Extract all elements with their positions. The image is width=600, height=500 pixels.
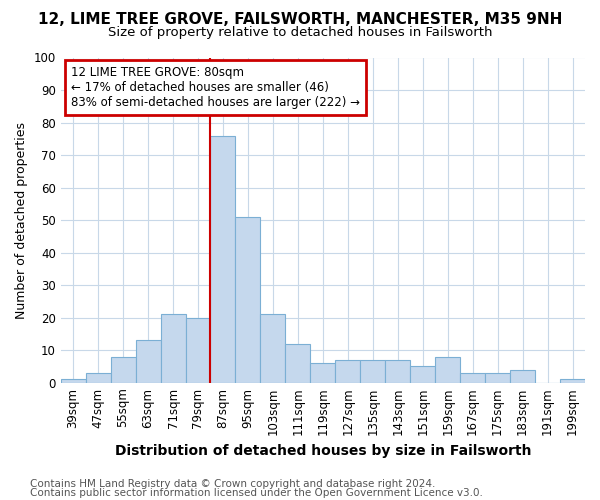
Text: 12 LIME TREE GROVE: 80sqm
← 17% of detached houses are smaller (46)
83% of semi-: 12 LIME TREE GROVE: 80sqm ← 17% of detac… <box>71 66 360 108</box>
Bar <box>485 373 510 382</box>
Bar <box>260 314 286 382</box>
Bar <box>385 360 410 382</box>
Text: 12, LIME TREE GROVE, FAILSWORTH, MANCHESTER, M35 9NH: 12, LIME TREE GROVE, FAILSWORTH, MANCHES… <box>38 12 562 28</box>
Bar <box>136 340 161 382</box>
Bar <box>435 356 460 382</box>
Bar <box>360 360 385 382</box>
Bar <box>560 380 585 382</box>
Bar <box>86 373 110 382</box>
Bar <box>335 360 360 382</box>
Bar <box>410 366 435 382</box>
Bar <box>161 314 185 382</box>
Bar <box>211 136 235 382</box>
Bar <box>61 380 86 382</box>
Bar <box>460 373 485 382</box>
Text: Size of property relative to detached houses in Failsworth: Size of property relative to detached ho… <box>108 26 492 39</box>
Bar <box>286 344 310 382</box>
Bar <box>185 318 211 382</box>
Y-axis label: Number of detached properties: Number of detached properties <box>15 122 28 318</box>
Bar <box>510 370 535 382</box>
Bar <box>110 356 136 382</box>
Bar <box>235 217 260 382</box>
Text: Contains public sector information licensed under the Open Government Licence v3: Contains public sector information licen… <box>30 488 483 498</box>
Text: Contains HM Land Registry data © Crown copyright and database right 2024.: Contains HM Land Registry data © Crown c… <box>30 479 436 489</box>
X-axis label: Distribution of detached houses by size in Failsworth: Distribution of detached houses by size … <box>115 444 531 458</box>
Bar <box>310 363 335 382</box>
